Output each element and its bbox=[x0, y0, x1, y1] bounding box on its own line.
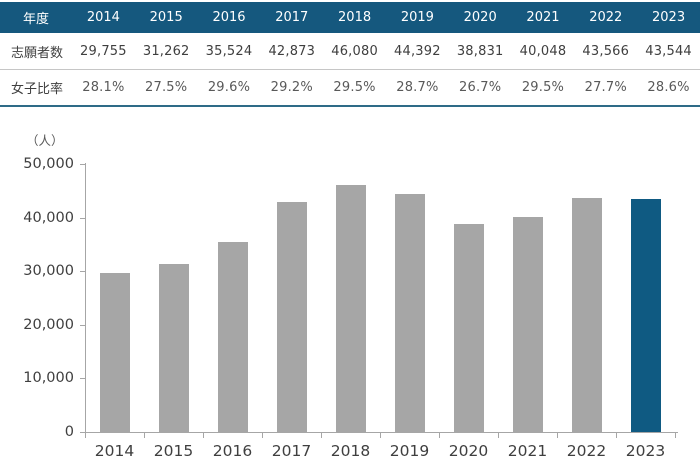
x-tick-label: 2014 bbox=[94, 442, 135, 460]
summary-table: 年度 2014 2015 2016 2017 2018 2019 2020 2021 2022 20… bbox=[0, 2, 700, 107]
year-header-cell: 2014 bbox=[86, 10, 120, 25]
value-cell: 29.6% bbox=[207, 80, 251, 95]
x-tick-label: 2019 bbox=[389, 442, 430, 460]
year-header-cell: 2023 bbox=[652, 10, 686, 25]
x-tick-mark bbox=[439, 433, 440, 438]
y-tick-mark bbox=[80, 432, 85, 433]
y-tick-label: 40,000 bbox=[23, 209, 74, 226]
value-cell: 29,755 bbox=[80, 43, 127, 59]
year-header-cell: 2022 bbox=[589, 10, 623, 25]
value-cell: 29.5% bbox=[521, 80, 565, 95]
bar-2017 bbox=[276, 202, 307, 432]
year-header-cell: 2016 bbox=[212, 10, 246, 25]
value-cell: 28.6% bbox=[647, 80, 690, 95]
year-header-cell: 2020 bbox=[463, 10, 497, 25]
value-cell: 26.7% bbox=[459, 80, 502, 95]
value-cell: 27.7% bbox=[584, 80, 627, 95]
value-cell: 28.7% bbox=[396, 80, 439, 95]
value-cell: 42,873 bbox=[268, 43, 316, 59]
year-header-cell: 2019 bbox=[400, 10, 434, 25]
bar-2018 bbox=[335, 185, 366, 432]
y-tick-label: 50,000 bbox=[23, 156, 74, 172]
x-tick-label: 2017 bbox=[271, 442, 312, 460]
x-tick-mark bbox=[675, 433, 676, 438]
value-cell: 46,080 bbox=[331, 43, 378, 59]
year-header-cell: 2017 bbox=[275, 10, 309, 25]
value-cell: 38,831 bbox=[456, 43, 504, 59]
x-tick-mark bbox=[203, 433, 204, 438]
value-cell: 29.2% bbox=[270, 80, 313, 95]
y-axis bbox=[85, 163, 86, 433]
value-cell: 27.5% bbox=[145, 80, 188, 95]
y-tick-mark bbox=[80, 324, 85, 326]
x-tick-label: 2020 bbox=[448, 442, 489, 460]
row-label-cell: 志願者数 bbox=[11, 45, 64, 61]
row-label-cell: 女子比率 bbox=[11, 82, 64, 97]
bar-2014 bbox=[99, 273, 130, 432]
table-header-row: 年度 2014 2015 2016 2017 2018 2019 2020 2021 2022 20… bbox=[0, 2, 700, 33]
value-cell: 28.1% bbox=[82, 80, 125, 95]
y-axis-unit-label: （人） bbox=[26, 133, 64, 148]
bar-2023 bbox=[630, 199, 661, 432]
y-tick-mark bbox=[80, 378, 85, 380]
y-tick-label: 20,000 bbox=[23, 316, 74, 333]
bar-2016 bbox=[217, 242, 248, 432]
year-header-label: 年度 bbox=[22, 12, 49, 27]
bar-2021 bbox=[512, 217, 543, 432]
table-row: 女子比率 28.1% 27.5% 29.6% 29.2% 29.5% 28.7% 26.7% 2… bbox=[0, 70, 700, 107]
bar-2022 bbox=[571, 198, 602, 432]
value-cell: 44,392 bbox=[394, 43, 441, 59]
year-header-cell: 2015 bbox=[149, 10, 183, 25]
x-tick-mark bbox=[557, 433, 558, 438]
bar-2015 bbox=[158, 264, 189, 432]
value-cell: 40,048 bbox=[519, 43, 567, 59]
year-header-cell: 2018 bbox=[338, 10, 372, 25]
x-tick-mark bbox=[144, 433, 145, 438]
x-tick-mark bbox=[85, 433, 86, 438]
x-tick-label: 2015 bbox=[153, 442, 194, 460]
value-cell: 43,566 bbox=[582, 43, 630, 59]
x-axis bbox=[85, 432, 678, 433]
x-tick-mark bbox=[321, 433, 322, 438]
x-tick-label: 2023 bbox=[625, 442, 666, 460]
value-cell: 31,262 bbox=[142, 43, 190, 59]
y-tick-mark bbox=[80, 164, 85, 165]
y-tick-label: 0 bbox=[64, 424, 74, 440]
y-tick-mark bbox=[80, 271, 85, 273]
x-tick-label: 2022 bbox=[566, 442, 607, 460]
y-tick-label: 10,000 bbox=[23, 370, 74, 387]
x-tick-mark bbox=[262, 433, 263, 438]
bar-2020 bbox=[453, 224, 484, 432]
y-tick-label: 30,000 bbox=[23, 263, 74, 280]
value-cell: 43,544 bbox=[645, 43, 692, 59]
y-tick-mark bbox=[80, 217, 85, 219]
bar-2019 bbox=[394, 194, 425, 432]
x-tick-mark bbox=[616, 433, 617, 438]
x-tick-label: 2018 bbox=[330, 442, 371, 460]
value-cell: 35,524 bbox=[205, 43, 253, 59]
x-tick-label: 2016 bbox=[212, 442, 253, 460]
table-row: 志願者数 29,755 31,262 35,524 42,873 46,080 44,392… bbox=[0, 33, 700, 70]
x-tick-mark bbox=[498, 433, 499, 438]
value-cell: 29.5% bbox=[333, 80, 376, 95]
x-tick-mark bbox=[380, 433, 381, 438]
year-header-cell: 2021 bbox=[526, 10, 560, 25]
x-tick-label: 2021 bbox=[507, 442, 548, 460]
